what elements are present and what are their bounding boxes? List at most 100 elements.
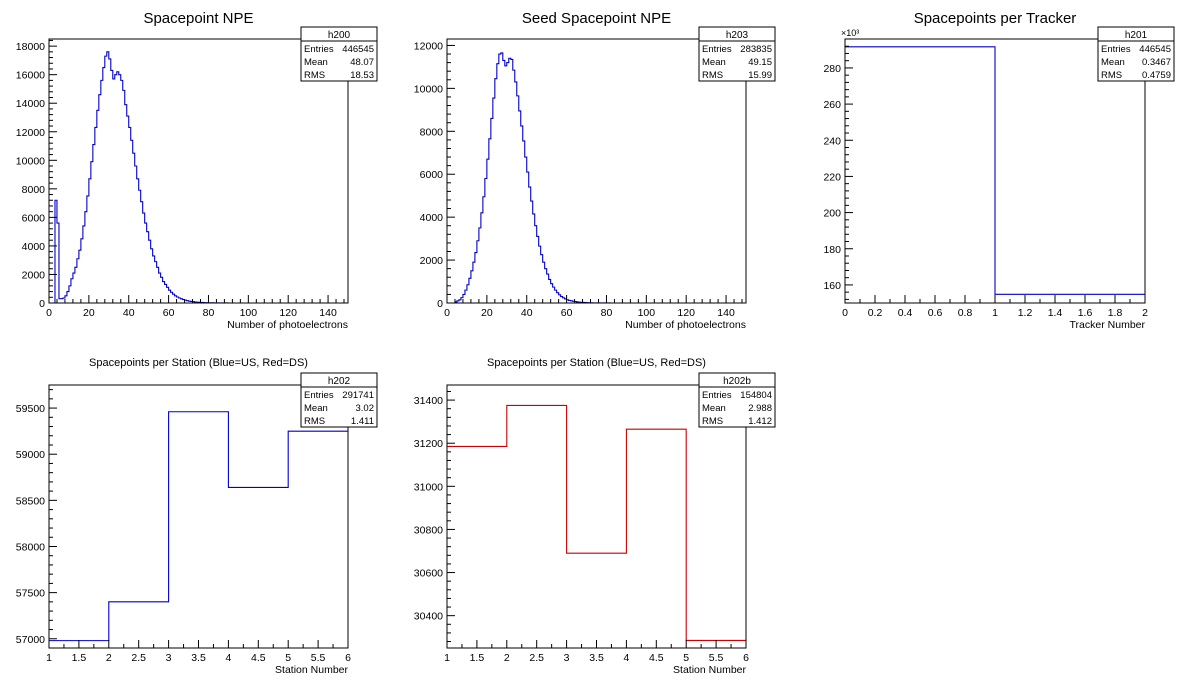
stats-box: h202 Entries 291741 Mean 3.02 RMS 1.411 [300, 372, 378, 428]
x-tick-label: 2 [504, 652, 510, 664]
y-tick-label: 58500 [16, 495, 45, 507]
stats-frame [300, 26, 378, 82]
stats-value: 1.412 [748, 416, 772, 427]
y-tick-label: 220 [823, 171, 841, 183]
x-tick-label: 1.5 [72, 652, 87, 664]
y-tick-label: 10000 [16, 155, 45, 167]
x-tick-label: 0.8 [958, 307, 973, 319]
stats-box: h203 Entries 283835 Mean 49.15 RMS 15.99 [698, 26, 776, 82]
stats-name: h202b [723, 376, 751, 387]
stats-value: 1.411 [351, 416, 374, 427]
y-tick-label: 18000 [16, 41, 45, 53]
x-tick-label: 80 [203, 307, 215, 319]
stats-value: 154804 [740, 390, 772, 401]
stats-label: RMS [1101, 70, 1122, 81]
stats-frame [698, 26, 776, 82]
histogram-line [447, 52, 743, 304]
x-tick-label: 3 [564, 652, 570, 664]
x-tick-label: 100 [240, 307, 258, 319]
x-tick-label: 2.5 [131, 652, 146, 664]
y-tick-label: 200 [823, 208, 841, 220]
stats-frame [698, 372, 776, 428]
x-tick-label: 3.5 [589, 652, 604, 664]
x-tick-label: 1 [444, 652, 450, 664]
stats-box: h200 Entries 446545 Mean 48.07 RMS 18.53 [300, 26, 378, 82]
x-tick-label: 0 [46, 307, 52, 319]
x-tick-label: 140 [717, 307, 735, 319]
x-tick-label: 0 [444, 307, 450, 319]
y-tick-label: 160 [823, 280, 841, 292]
stats-label: RMS [304, 70, 325, 81]
x-tick-label: 4 [623, 652, 629, 664]
y-tick-label: 58000 [16, 541, 45, 553]
stats-value: 48.07 [350, 57, 374, 68]
chart-title: Spacepoint NPE [143, 10, 253, 27]
y-tick-label: 31000 [414, 481, 443, 493]
x-tick-label: 100 [638, 307, 656, 319]
chart-title: Spacepoints per Tracker [914, 10, 1077, 27]
chart-title: Spacepoints per Station (Blue=US, Red=DS… [89, 357, 308, 369]
chart-h203: Seed Spacepoint NPE 0 20 40 60 80 100 120 140 0 20… [414, 10, 776, 331]
x-tick-label: 1.2 [1018, 307, 1033, 319]
chart-h201: Spacepoints per Tracker 0 0.2 0.4 0.6 0.8 1 1.2… [823, 10, 1175, 331]
stats-label: RMS [702, 416, 723, 427]
x-axis-label: Station Number [275, 664, 348, 676]
y-tick-label: 180 [823, 244, 841, 256]
x-tick-label: 60 [561, 307, 573, 319]
y-tick-label: 280 [823, 63, 841, 75]
histogram-line [845, 46, 1145, 295]
chart-title: Spacepoints per Station (Blue=US, Red=DS… [487, 357, 706, 369]
stats-box: h202b Entries 154804 Mean 2.988 RMS 1.412 [698, 372, 776, 428]
y-tick-label: 240 [823, 135, 841, 147]
stats-name: h201 [1125, 30, 1148, 41]
stats-frame [300, 372, 378, 428]
stats-label: RMS [304, 416, 325, 427]
x-tick-label: 3 [166, 652, 172, 664]
y-tick-label: 10000 [414, 83, 443, 95]
y-tick-label: 8000 [22, 184, 46, 196]
stats-label: Entries [702, 44, 732, 55]
y-tick-label: 260 [823, 99, 841, 111]
y-tick-label: 31200 [414, 438, 443, 450]
y-tick-label: 2000 [22, 269, 46, 281]
y-tick-label: 57000 [16, 634, 45, 646]
y-tick-label: 57500 [16, 588, 45, 600]
y-tick-label: 6000 [420, 169, 444, 181]
x-axis-label: Station Number [673, 664, 746, 676]
x-tick-label: 0.2 [868, 307, 883, 319]
x-tick-label: 5 [285, 652, 291, 664]
x-tick-label: 1 [992, 307, 998, 319]
x-tick-label: 4.5 [649, 652, 664, 664]
stats-name: h200 [328, 30, 351, 41]
x-tick-label: 2 [106, 652, 112, 664]
stats-label: Entries [304, 390, 334, 401]
y-tick-label: 8000 [420, 126, 444, 138]
x-tick-label: 3.5 [191, 652, 206, 664]
x-tick-label: 120 [677, 307, 695, 319]
x-tick-label: 40 [123, 307, 135, 319]
x-tick-label: 5 [683, 652, 689, 664]
chart-h200: Spacepoint NPE 0 20 40 60 80 100 120 140 0 2000 400… [16, 10, 378, 331]
x-tick-label: 2 [1142, 307, 1148, 319]
y-tick-label: 30800 [414, 524, 443, 536]
stats-value: 283835 [740, 44, 772, 55]
y-tick-label: 0 [437, 298, 443, 310]
stats-label: Mean [304, 57, 328, 68]
stats-label: Mean [304, 403, 328, 414]
plot-frame [48, 38, 349, 304]
stats-frame [1097, 26, 1175, 82]
stats-value: 15.99 [748, 70, 772, 81]
y-tick-label: 12000 [414, 40, 443, 52]
stats-label: Mean [702, 403, 726, 414]
chart-h202: Spacepoints per Station (Blue=US, Red=DS… [16, 357, 378, 676]
y-tick-label: 12000 [16, 127, 45, 139]
stats-label: Mean [702, 57, 726, 68]
x-tick-label: 4.5 [251, 652, 266, 664]
stats-box: h201 Entries 446545 Mean 0.3467 RMS 0.4759 [1097, 26, 1175, 82]
x-axis-label: Number of photoelectrons [625, 319, 746, 331]
histogram-line [49, 411, 348, 642]
x-tick-label: 20 [83, 307, 95, 319]
y-tick-label: 16000 [16, 70, 45, 82]
stats-label: Entries [304, 44, 334, 55]
